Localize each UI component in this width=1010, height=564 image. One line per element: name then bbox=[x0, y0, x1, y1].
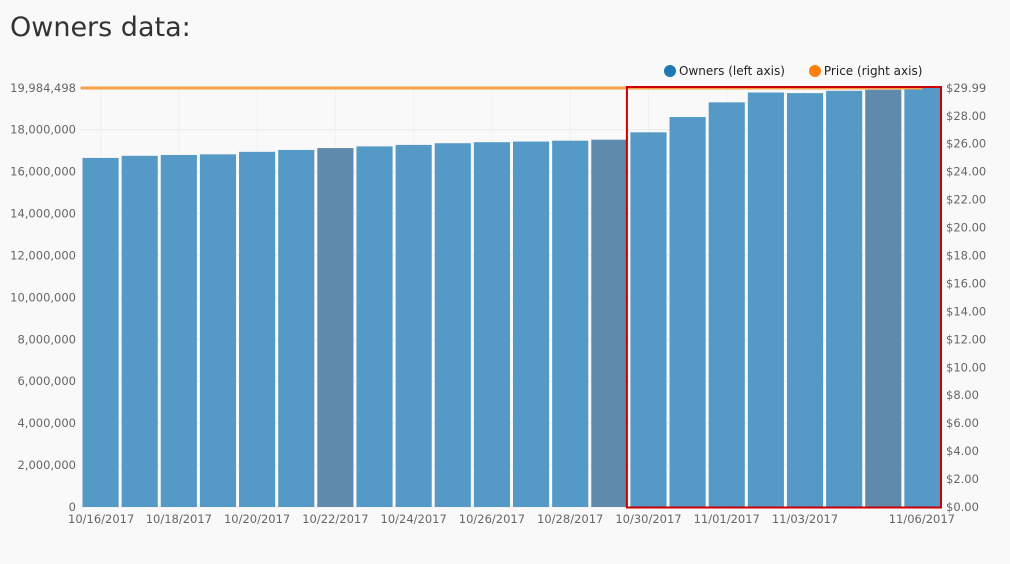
bar-10-27-2017 bbox=[513, 141, 550, 508]
legend-item-owners[interactable]: Owners (left axis) bbox=[664, 64, 785, 78]
bar-10-26-2017 bbox=[473, 142, 510, 507]
x-tick-label: 10/18/2017 bbox=[146, 512, 212, 526]
bar-10-29-2017 bbox=[591, 139, 628, 508]
y-right-tick-label: $8.00 bbox=[946, 388, 979, 402]
y-right-tick-label: $18.00 bbox=[946, 249, 986, 263]
legend-price-label: Price (right axis) bbox=[823, 64, 923, 78]
x-tick-label: 10/16/2017 bbox=[68, 512, 134, 526]
x-tick-label: 11/06/2017 bbox=[889, 512, 955, 526]
bar-11-02-2017 bbox=[747, 92, 784, 507]
y-right-tick-label: $10.00 bbox=[946, 360, 986, 374]
bar-11-01-2017 bbox=[708, 102, 745, 508]
y-left-tick-label: 2,000,000 bbox=[17, 458, 76, 472]
bar-10-31-2017 bbox=[669, 117, 706, 507]
x-tick-label: 10/26/2017 bbox=[459, 512, 525, 526]
y-left-tick-label: 10,000,000 bbox=[10, 290, 76, 304]
y-right-tick-label: $6.00 bbox=[946, 416, 979, 430]
y-right-tick-label: $16.00 bbox=[946, 276, 986, 290]
y-right-tick-label: $14.00 bbox=[946, 304, 986, 318]
y-right-tick-label: $4.00 bbox=[946, 444, 979, 458]
y-right-tick-label: $12.00 bbox=[946, 332, 986, 346]
x-tick-label: 11/03/2017 bbox=[772, 512, 838, 526]
bar-10-20-2017 bbox=[239, 151, 276, 507]
y-left-tick-label: 14,000,000 bbox=[10, 206, 76, 220]
bar-10-28-2017 bbox=[552, 140, 589, 507]
bar-10-25-2017 bbox=[434, 143, 471, 508]
legend-item-price[interactable]: Price (right axis) bbox=[808, 64, 923, 78]
bar-10-23-2017 bbox=[356, 146, 393, 507]
y-right-tick-label: $0.00 bbox=[946, 500, 979, 514]
legend-owners-label: Owners (left axis) bbox=[679, 64, 785, 78]
y-left-tick-label: 8,000,000 bbox=[17, 332, 76, 346]
y-right-tick-label: $22.00 bbox=[946, 193, 986, 207]
bar-10-24-2017 bbox=[395, 144, 432, 507]
highlight-box bbox=[625, 86, 943, 509]
bar-10-17-2017 bbox=[121, 155, 158, 507]
y-right-tick-label: $26.00 bbox=[946, 137, 986, 151]
y-right-tick-label: $24.00 bbox=[946, 165, 986, 179]
bar-10-18-2017 bbox=[160, 154, 197, 507]
y-left-tick-label: 4,000,000 bbox=[17, 416, 76, 430]
y-right-tick-label: $20.00 bbox=[946, 221, 986, 235]
legend-price-dot bbox=[808, 65, 821, 77]
y-left-tick-label: 19,984,498 bbox=[10, 81, 76, 95]
x-tick-label: 10/30/2017 bbox=[615, 512, 681, 526]
bar-10-22-2017 bbox=[317, 148, 354, 507]
bar-11-03-2017 bbox=[786, 93, 824, 507]
x-tick-label: 10/24/2017 bbox=[381, 512, 447, 526]
x-tick-label: 10/20/2017 bbox=[224, 512, 290, 526]
y-right-tick-label: $29.99 bbox=[946, 81, 986, 95]
y-right-tick-label: $2.00 bbox=[946, 472, 979, 486]
bar-11-04-2017 bbox=[826, 90, 863, 507]
x-tick-label: 10/22/2017 bbox=[302, 512, 368, 526]
y-right-tick-label: $28.00 bbox=[946, 109, 986, 123]
legend-owners-dot bbox=[664, 65, 676, 77]
y-left-tick-label: 18,000,000 bbox=[10, 123, 76, 137]
bar-10-21-2017 bbox=[278, 149, 315, 507]
bar-11-06-2017 bbox=[904, 88, 941, 507]
bar-10-19-2017 bbox=[199, 154, 237, 507]
y-left-tick-label: 0 bbox=[69, 500, 76, 514]
y-left-tick-label: 12,000,000 bbox=[10, 248, 76, 262]
bar-10-16-2017 bbox=[82, 157, 119, 507]
bar-10-30-2017 bbox=[630, 132, 667, 507]
chart-legend: Owners (left axis) Price (right axis) bbox=[664, 64, 922, 78]
y-left-tick-label: 16,000,000 bbox=[10, 165, 76, 179]
bar-11-05-2017 bbox=[865, 89, 902, 507]
x-tick-label: 11/01/2017 bbox=[694, 512, 760, 526]
x-tick-label: 10/28/2017 bbox=[537, 512, 603, 526]
y-left-tick-label: 6,000,000 bbox=[17, 374, 76, 388]
page-title: Owners data: bbox=[10, 12, 191, 43]
